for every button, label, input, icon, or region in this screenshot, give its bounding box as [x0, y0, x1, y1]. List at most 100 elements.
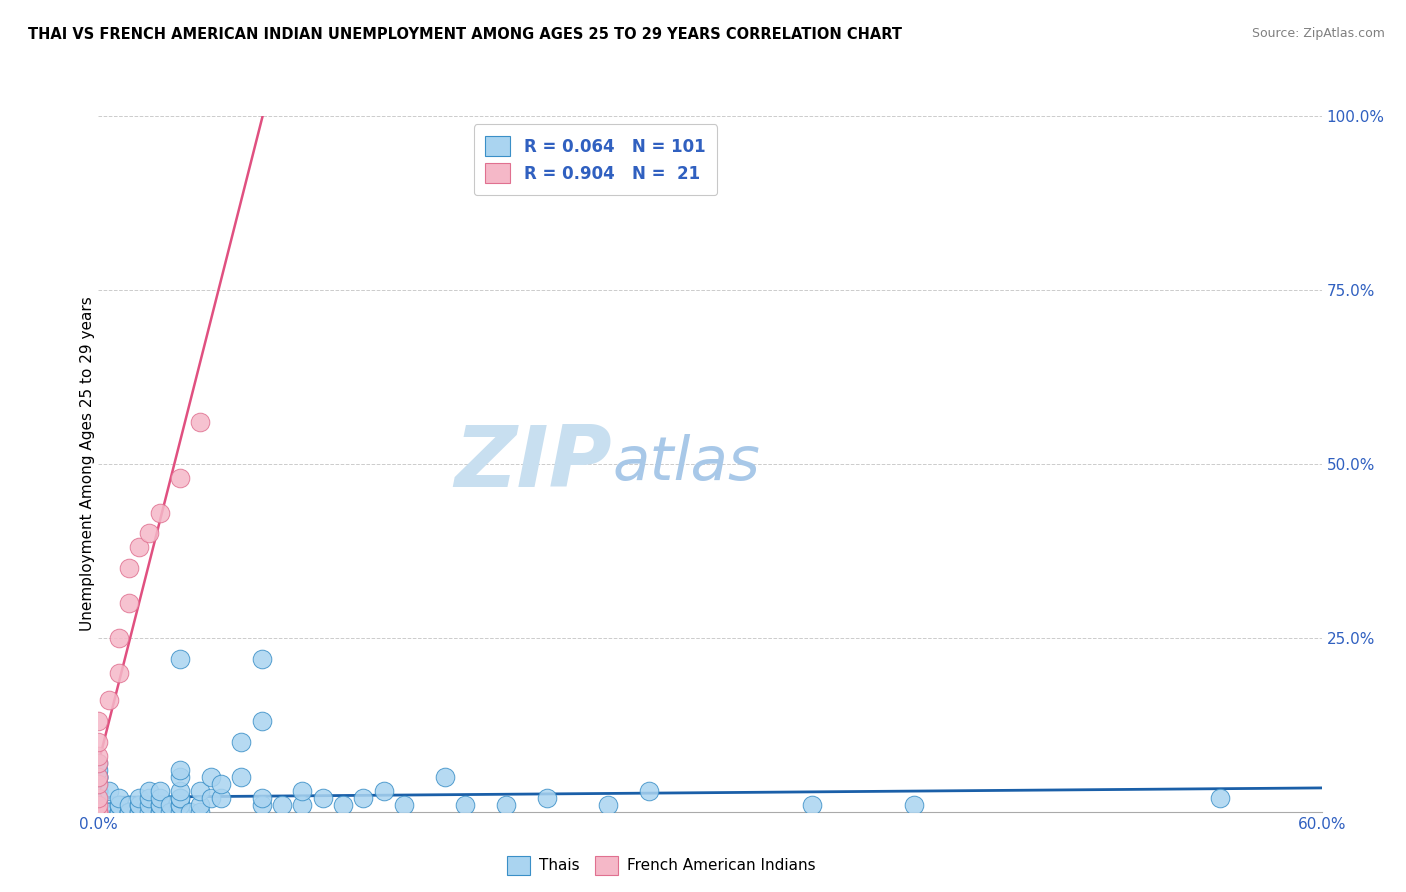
- Point: [87, 770, 110, 784]
- Point: [373, 784, 395, 798]
- Point: [118, 805, 141, 819]
- Point: [87, 714, 110, 729]
- Point: [87, 805, 110, 819]
- Point: [87, 805, 110, 819]
- Point: [87, 805, 110, 819]
- Point: [87, 770, 110, 784]
- Point: [87, 805, 110, 819]
- Point: [87, 805, 110, 819]
- Point: [87, 784, 110, 798]
- Point: [87, 790, 110, 805]
- Point: [87, 805, 110, 819]
- Point: [231, 735, 253, 749]
- Point: [87, 805, 110, 819]
- Point: [169, 790, 191, 805]
- Point: [169, 790, 191, 805]
- Point: [138, 805, 160, 819]
- Point: [392, 797, 416, 812]
- Point: [87, 756, 110, 770]
- Point: [159, 797, 181, 812]
- Point: [231, 770, 253, 784]
- Point: [97, 805, 120, 819]
- Point: [108, 790, 131, 805]
- Point: [169, 651, 191, 665]
- Point: [128, 805, 150, 819]
- Point: [138, 526, 160, 541]
- Point: [250, 651, 273, 665]
- Point: [108, 665, 131, 680]
- Point: [138, 790, 160, 805]
- Point: [87, 770, 110, 784]
- Point: [169, 784, 191, 798]
- Point: [87, 805, 110, 819]
- Point: [312, 790, 335, 805]
- Point: [179, 805, 201, 819]
- Point: [87, 805, 110, 819]
- Point: [454, 797, 477, 812]
- Point: [108, 797, 131, 812]
- Point: [87, 777, 110, 791]
- Point: [87, 777, 110, 791]
- Point: [87, 784, 110, 798]
- Point: [118, 596, 141, 610]
- Point: [1209, 790, 1232, 805]
- Point: [598, 797, 620, 812]
- Text: atlas: atlas: [612, 434, 761, 493]
- Point: [149, 797, 172, 812]
- Point: [87, 784, 110, 798]
- Point: [108, 631, 131, 645]
- Point: [188, 805, 212, 819]
- Point: [118, 561, 141, 575]
- Point: [87, 805, 110, 819]
- Point: [97, 805, 120, 819]
- Point: [87, 777, 110, 791]
- Point: [209, 790, 232, 805]
- Text: THAI VS FRENCH AMERICAN INDIAN UNEMPLOYMENT AMONG AGES 25 TO 29 YEARS CORRELATIO: THAI VS FRENCH AMERICAN INDIAN UNEMPLOYM…: [28, 27, 903, 42]
- Point: [87, 805, 110, 819]
- Point: [250, 790, 273, 805]
- Point: [87, 790, 110, 805]
- Y-axis label: Unemployment Among Ages 25 to 29 years: Unemployment Among Ages 25 to 29 years: [80, 296, 94, 632]
- Point: [87, 763, 110, 777]
- Point: [200, 790, 222, 805]
- Point: [188, 784, 212, 798]
- Text: ZIP: ZIP: [454, 422, 612, 506]
- Point: [200, 770, 222, 784]
- Point: [149, 790, 172, 805]
- Point: [128, 797, 150, 812]
- Point: [332, 797, 354, 812]
- Point: [149, 805, 172, 819]
- Point: [270, 797, 294, 812]
- Point: [250, 797, 273, 812]
- Point: [128, 797, 150, 812]
- Point: [118, 797, 141, 812]
- Point: [87, 805, 110, 819]
- Point: [169, 770, 191, 784]
- Point: [159, 805, 181, 819]
- Point: [291, 797, 314, 812]
- Point: [118, 805, 141, 819]
- Point: [188, 797, 212, 812]
- Point: [169, 471, 191, 485]
- Point: [87, 790, 110, 805]
- Point: [87, 805, 110, 819]
- Point: [138, 784, 160, 798]
- Point: [87, 805, 110, 819]
- Point: [87, 805, 110, 819]
- Point: [536, 790, 558, 805]
- Point: [149, 805, 172, 819]
- Point: [97, 805, 120, 819]
- Point: [169, 797, 191, 812]
- Point: [87, 805, 110, 819]
- Point: [87, 805, 110, 819]
- Point: [128, 790, 150, 805]
- Point: [87, 790, 110, 805]
- Point: [138, 797, 160, 812]
- Point: [352, 790, 374, 805]
- Point: [495, 797, 517, 812]
- Point: [87, 770, 110, 784]
- Point: [188, 415, 212, 429]
- Text: Source: ZipAtlas.com: Source: ZipAtlas.com: [1251, 27, 1385, 40]
- Point: [87, 735, 110, 749]
- Point: [87, 756, 110, 770]
